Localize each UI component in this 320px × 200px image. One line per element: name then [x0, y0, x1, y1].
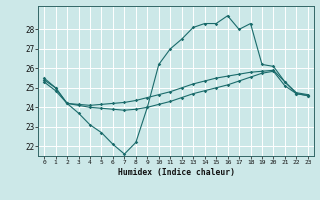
- X-axis label: Humidex (Indice chaleur): Humidex (Indice chaleur): [117, 168, 235, 177]
